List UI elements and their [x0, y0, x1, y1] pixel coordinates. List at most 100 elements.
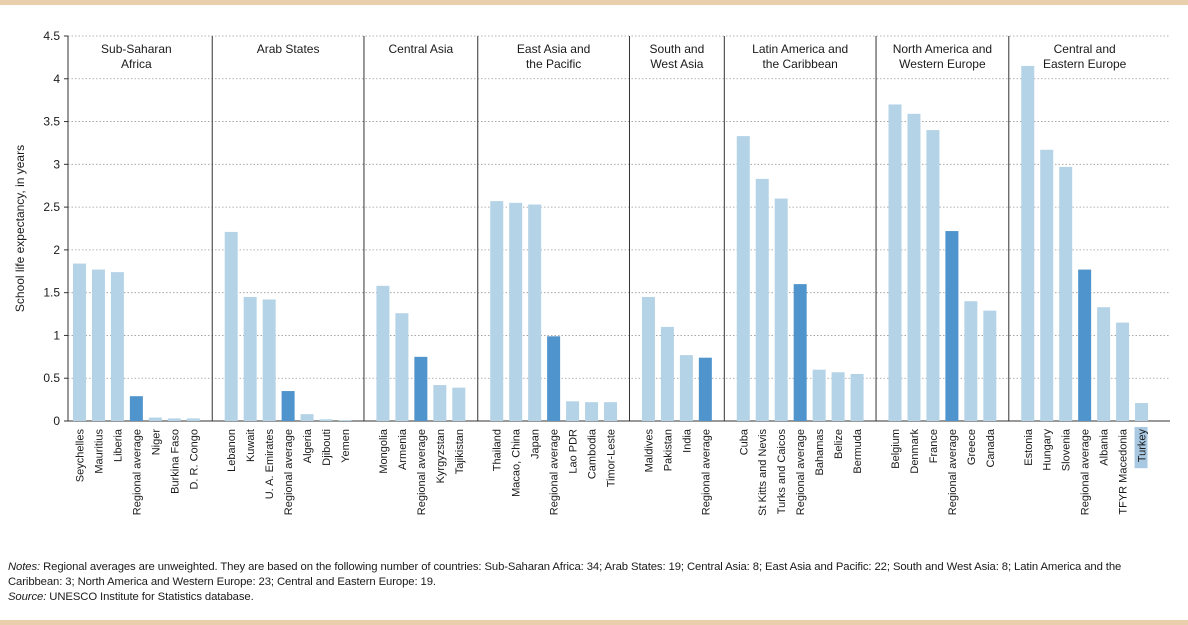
source-line: Source: UNESCO Institute for Statistics … [8, 590, 1178, 605]
regional-average-bar [1078, 269, 1092, 421]
group-title: Arab States [257, 42, 320, 56]
y-tick-label: 3.5 [43, 115, 60, 129]
country-bar [433, 385, 447, 421]
group-title: Sub-Saharan [101, 42, 172, 56]
category-label: Turkey [1137, 429, 1149, 463]
category-label: Djibouti [321, 429, 333, 466]
category-label: Lao PDR [568, 429, 580, 474]
group-title: Western Europe [899, 57, 986, 71]
category-label: Seychelles [74, 429, 86, 483]
group-title: the Caribbean [762, 57, 837, 71]
category-label: Mongolia [378, 428, 390, 474]
country-bar [72, 263, 86, 421]
y-tick-label: 1.5 [43, 286, 60, 300]
notes-line: Notes: Regional averages are unweighted.… [8, 560, 1178, 590]
country-bar [110, 272, 124, 421]
y-tick-label: 4.5 [43, 29, 60, 43]
y-tick-label: 0.5 [43, 371, 60, 385]
category-label: India [681, 428, 693, 453]
category-label: France [928, 429, 940, 463]
category-label: Japan [530, 429, 542, 459]
category-label: Albania [1099, 428, 1111, 466]
y-tick-label: 2.5 [43, 200, 60, 214]
category-label: Kuwait [245, 429, 257, 462]
country-bar [338, 420, 352, 421]
category-label: D. R. Congo [188, 429, 200, 490]
y-tick-label: 3 [53, 157, 60, 171]
y-tick-label: 2 [53, 243, 60, 257]
category-label: Regional average [416, 429, 428, 515]
source-text: UNESCO Institute for Statistics database… [46, 591, 254, 603]
country-bar [395, 313, 409, 421]
country-bar [585, 402, 599, 421]
category-label: Bermuda [852, 428, 864, 474]
category-label: Canada [985, 428, 997, 467]
regional-average-bar [793, 284, 807, 421]
country-bar [224, 231, 238, 421]
country-bar [1059, 166, 1073, 421]
country-bar [148, 417, 162, 421]
category-label: Yemen [340, 429, 352, 463]
country-bar [774, 198, 788, 421]
category-label: Slovenia [1061, 428, 1073, 471]
group-title: West Asia [650, 57, 703, 71]
category-label: Tajikistan [454, 429, 466, 474]
highlight-label-background [1134, 427, 1148, 469]
group-title: Eastern Europe [1043, 57, 1127, 71]
country-bar [528, 204, 542, 421]
group-title: Latin America and [752, 42, 848, 56]
country-bar [91, 269, 105, 421]
chart-notes: Notes: Regional averages are unweighted.… [8, 560, 1178, 605]
country-bar [888, 104, 902, 421]
source-label: Source: [8, 591, 47, 603]
country-bar [262, 299, 276, 421]
country-bar [1135, 403, 1149, 421]
category-label: Liberia [112, 428, 124, 462]
category-label: Thailand [492, 429, 504, 471]
category-label: Burkina Faso [169, 429, 181, 494]
country-bar [679, 355, 693, 421]
country-bar [850, 373, 864, 421]
country-bar [736, 136, 750, 421]
group-title: North America and [893, 42, 992, 56]
country-bar [1116, 322, 1130, 421]
category-label: Regional average [131, 429, 143, 515]
notes-label: Notes: [8, 561, 41, 573]
category-label: Cambodia [587, 428, 599, 479]
category-label: Algeria [302, 428, 314, 463]
category-label: Armenia [397, 428, 409, 470]
regional-average-bar [698, 357, 712, 421]
y-axis-label: School life expectancy, in years [13, 145, 27, 312]
y-tick-label: 1 [53, 328, 60, 342]
country-bar [509, 202, 523, 421]
country-bar [983, 310, 997, 421]
country-bar [167, 418, 181, 421]
regional-average-bar [945, 231, 959, 421]
category-label: Estonia [1023, 428, 1035, 466]
category-label: Belize [833, 429, 845, 459]
category-label: Mauritius [93, 429, 105, 474]
country-bar [604, 402, 618, 421]
category-label: Lebanon [226, 429, 238, 472]
category-label: Regional average [700, 429, 712, 515]
country-bar [376, 285, 390, 421]
bottom-decorative-rule [0, 620, 1188, 625]
category-label: Maldives [643, 429, 655, 473]
group-title: the Pacific [526, 57, 581, 71]
regional-average-bar [414, 356, 428, 421]
group-title: East Asia and [517, 42, 590, 56]
category-label: Regional average [795, 429, 807, 515]
country-bar [660, 326, 674, 421]
country-bar [964, 301, 978, 421]
country-bar [926, 130, 940, 421]
category-label: Denmark [909, 429, 921, 474]
regional-average-bar [281, 391, 295, 421]
country-bar [243, 296, 257, 421]
country-bar [490, 201, 504, 421]
country-bar [907, 113, 921, 421]
category-label: TFYR Macedonia [1118, 428, 1130, 514]
category-label: Regional average [283, 429, 295, 515]
group-title: Central Asia [389, 42, 454, 56]
top-decorative-rule [0, 0, 1188, 5]
category-label: Regional average [1080, 429, 1092, 515]
